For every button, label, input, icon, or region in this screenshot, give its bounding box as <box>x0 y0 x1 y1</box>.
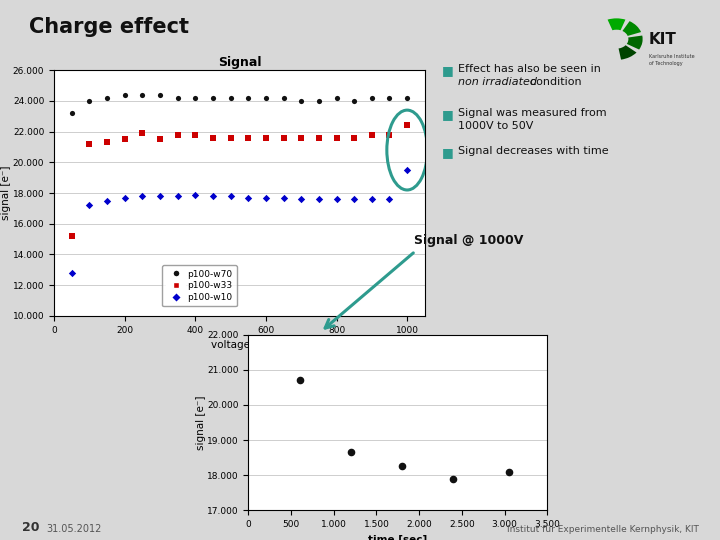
Point <box>84 139 95 148</box>
Point <box>448 475 459 483</box>
Point <box>330 195 342 204</box>
Point <box>260 193 271 202</box>
Point <box>102 93 113 102</box>
Point <box>295 97 307 105</box>
Point <box>66 268 78 277</box>
Point <box>154 192 166 200</box>
Point <box>348 195 360 204</box>
Wedge shape <box>608 18 626 30</box>
Point <box>102 138 113 147</box>
Point <box>66 232 78 240</box>
Point <box>366 195 377 204</box>
Text: Charge effect: Charge effect <box>29 17 189 37</box>
Point <box>330 133 342 142</box>
Point <box>384 93 395 102</box>
Point <box>243 193 254 202</box>
Point <box>345 448 356 457</box>
Point <box>207 192 219 200</box>
Point <box>225 133 236 142</box>
Point <box>278 93 289 102</box>
Text: ■: ■ <box>442 64 454 77</box>
Point <box>503 468 515 476</box>
Point <box>384 130 395 139</box>
Point <box>119 193 130 202</box>
Point <box>207 133 219 142</box>
X-axis label: time [sec]: time [sec] <box>368 535 428 540</box>
Text: 31.05.2012: 31.05.2012 <box>47 523 102 534</box>
Wedge shape <box>627 36 643 50</box>
Point <box>313 195 325 204</box>
Wedge shape <box>622 21 641 36</box>
Text: ■: ■ <box>442 108 454 121</box>
Point <box>366 130 377 139</box>
Point <box>313 133 325 142</box>
Point <box>278 193 289 202</box>
Point <box>84 201 95 210</box>
Point <box>207 93 219 102</box>
Point <box>313 97 325 105</box>
Point <box>396 462 408 471</box>
Text: of Technology: of Technology <box>649 61 683 66</box>
Legend: p100-w70, p100-w33, p100-w10: p100-w70, p100-w33, p100-w10 <box>162 265 238 307</box>
Point <box>172 130 184 139</box>
Point <box>66 109 78 118</box>
Text: Signal was measured from: Signal was measured from <box>458 108 606 118</box>
Text: ■: ■ <box>442 146 454 159</box>
Point <box>119 90 130 99</box>
Point <box>260 133 271 142</box>
Point <box>189 93 201 102</box>
Point <box>154 135 166 144</box>
Point <box>348 133 360 142</box>
Title: Signal: Signal <box>217 56 261 69</box>
Point <box>119 135 130 144</box>
Text: Signal decreases with time: Signal decreases with time <box>458 146 608 156</box>
Point <box>172 192 184 200</box>
Point <box>84 97 95 105</box>
Point <box>295 133 307 142</box>
Point <box>243 133 254 142</box>
Point <box>154 90 166 99</box>
Point <box>225 93 236 102</box>
Y-axis label: signal [e⁻]: signal [e⁻] <box>1 166 12 220</box>
Text: Karlsruhe Institute: Karlsruhe Institute <box>649 53 694 59</box>
Point <box>366 93 377 102</box>
Point <box>260 93 271 102</box>
Point <box>137 90 148 99</box>
Text: Signal @ 1000V: Signal @ 1000V <box>414 234 523 247</box>
Point <box>243 93 254 102</box>
Point <box>401 166 413 174</box>
Point <box>278 133 289 142</box>
Text: KIT: KIT <box>649 32 677 46</box>
Point <box>294 376 305 385</box>
Point <box>225 192 236 200</box>
Point <box>330 93 342 102</box>
Point <box>401 121 413 130</box>
Point <box>348 97 360 105</box>
Point <box>295 195 307 204</box>
Point <box>102 197 113 205</box>
Point <box>172 93 184 102</box>
Point <box>137 129 148 138</box>
Point <box>384 195 395 204</box>
Text: 1000V to 50V: 1000V to 50V <box>458 121 534 131</box>
Point <box>189 130 201 139</box>
Text: non irradiated: non irradiated <box>458 77 537 87</box>
Point <box>137 192 148 200</box>
Wedge shape <box>618 45 636 59</box>
X-axis label: voltage [V]: voltage [V] <box>210 340 269 350</box>
Text: condition: condition <box>523 77 582 87</box>
Point <box>401 93 413 102</box>
Y-axis label: signal [e⁻]: signal [e⁻] <box>196 395 206 450</box>
Text: 20: 20 <box>22 521 39 534</box>
Text: Effect has also be seen in: Effect has also be seen in <box>458 64 604 74</box>
Text: Institut für Experimentelle Kernphysik, KIT: Institut für Experimentelle Kernphysik, … <box>507 524 698 534</box>
Point <box>189 190 201 199</box>
